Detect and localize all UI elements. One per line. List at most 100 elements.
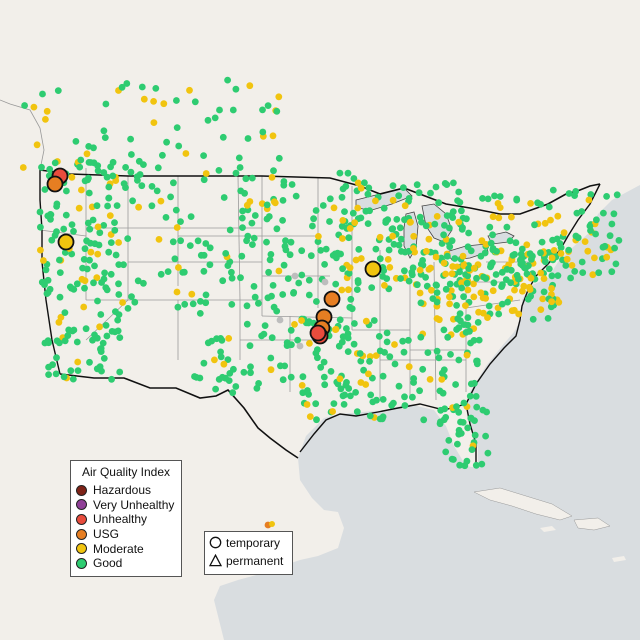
monitor-marker xyxy=(212,385,220,393)
monitor-marker xyxy=(336,375,344,383)
monitor-marker xyxy=(267,354,275,362)
monitor-marker xyxy=(401,216,408,224)
monitor-marker xyxy=(537,249,544,257)
monitor-marker xyxy=(446,300,453,308)
monitor-marker xyxy=(270,167,277,175)
monitor-marker xyxy=(236,164,244,171)
monitor-marker xyxy=(479,294,487,302)
monitor-marker xyxy=(188,290,196,298)
legend-item-unhealthy: Unhealthy xyxy=(71,512,181,527)
monitor-marker xyxy=(432,183,440,191)
monitor-marker xyxy=(37,223,44,231)
monitor-marker xyxy=(459,252,467,260)
monitor-marker xyxy=(515,310,523,318)
monitor-marker xyxy=(383,275,391,282)
monitor-marker xyxy=(115,291,123,298)
monitor-marker xyxy=(457,430,465,437)
monitor-marker xyxy=(410,245,417,252)
monitor-marker xyxy=(200,176,208,184)
monitor-marker xyxy=(447,351,454,358)
monitor-marker xyxy=(100,127,108,135)
monitor-marker xyxy=(83,150,91,158)
monitor-marker xyxy=(571,268,579,275)
monitor-marker xyxy=(343,325,350,332)
monitor-marker xyxy=(347,295,355,303)
monitor-marker xyxy=(102,322,110,329)
monitor-marker xyxy=(148,202,156,210)
monitor-marker xyxy=(42,116,49,123)
monitor-marker xyxy=(354,179,362,187)
monitor-marker xyxy=(186,86,193,94)
monitor-marker xyxy=(432,281,440,289)
monitor-marker xyxy=(56,269,64,276)
monitor-marker xyxy=(44,276,52,284)
monitor-marker xyxy=(490,279,498,287)
monitor-marker xyxy=(439,389,447,397)
monitor-marker xyxy=(90,144,97,152)
monitor-marker xyxy=(441,222,448,229)
monitor-marker xyxy=(585,196,593,204)
monitor-marker xyxy=(417,333,425,341)
monitor-marker xyxy=(268,334,276,342)
monitor-marker xyxy=(460,321,468,328)
monitor-marker xyxy=(611,244,618,252)
monitor-marker xyxy=(433,213,441,220)
monitor-marker xyxy=(238,214,246,222)
monitor-marker xyxy=(410,232,418,240)
monitor-marker xyxy=(538,238,546,246)
monitor-marker-no-data xyxy=(276,316,284,324)
monitor-marker xyxy=(405,195,413,202)
monitor-marker xyxy=(175,142,183,150)
monitor-marker xyxy=(458,207,465,215)
monitor-marker xyxy=(81,177,89,185)
monitor-marker xyxy=(385,246,393,254)
legend-label: Moderate xyxy=(93,541,144,556)
monitor-marker xyxy=(105,194,113,202)
monitor-marker xyxy=(433,289,441,296)
monitor-marker xyxy=(21,102,28,109)
monitor-marker xyxy=(211,356,218,364)
monitor-marker xyxy=(287,326,295,334)
monitor-marker xyxy=(44,337,52,344)
monitor-marker xyxy=(557,244,565,252)
monitor-marker xyxy=(96,363,104,371)
monitor-marker xyxy=(401,402,409,409)
monitor-marker xyxy=(567,274,574,282)
monitor-marker xyxy=(89,216,97,224)
monitor-marker xyxy=(351,320,358,327)
monitor-marker xyxy=(341,391,349,399)
legend-item-hazardous: Hazardous xyxy=(71,483,181,498)
monitor-marker xyxy=(346,303,354,311)
monitor-marker xyxy=(557,250,565,257)
monitor-marker xyxy=(204,339,212,347)
monitor-marker xyxy=(152,85,160,92)
monitor-marker xyxy=(484,314,491,321)
legend-label: Hazardous xyxy=(93,483,152,498)
monitor-marker xyxy=(169,238,177,246)
monitor-marker xyxy=(446,224,453,232)
monitor-marker xyxy=(537,306,545,313)
us-mexico-border xyxy=(59,373,299,459)
legend-label: Unhealthy xyxy=(93,512,148,527)
legend-label: Good xyxy=(93,556,123,571)
monitor-marker xyxy=(442,448,450,456)
monitor-marker xyxy=(515,275,522,283)
monitor-marker xyxy=(548,272,556,280)
monitor-marker xyxy=(118,83,126,91)
monitor-marker xyxy=(433,347,441,355)
monitor-marker xyxy=(94,250,102,258)
monitor-marker xyxy=(541,219,549,227)
monitor-marker xyxy=(565,246,573,254)
monitor-marker xyxy=(81,277,89,285)
monitor-marker xyxy=(473,274,480,282)
monitor-marker xyxy=(224,356,232,363)
monitor-marker xyxy=(312,349,320,357)
monitor-marker xyxy=(464,314,472,321)
monitor-marker xyxy=(444,333,452,341)
monitor-marker xyxy=(475,336,483,344)
monitor-marker xyxy=(48,236,56,244)
monitor-marker xyxy=(456,461,464,469)
monitor-marker xyxy=(423,247,430,255)
monitor-marker xyxy=(275,154,283,162)
monitor-marker xyxy=(249,241,256,249)
